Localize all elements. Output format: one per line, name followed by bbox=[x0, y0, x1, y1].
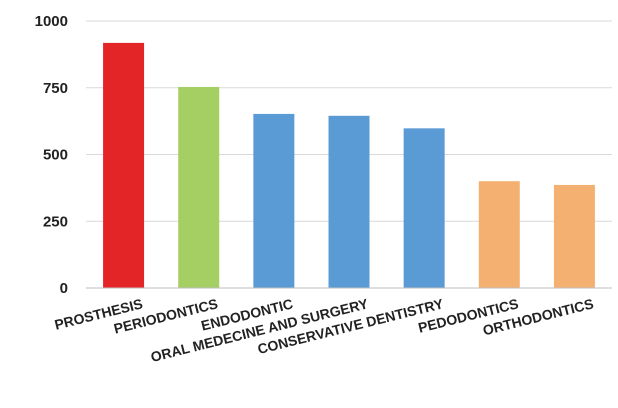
bar bbox=[328, 115, 370, 288]
y-tick-label: 1000 bbox=[35, 13, 68, 30]
bar bbox=[553, 184, 595, 288]
bar bbox=[103, 42, 145, 289]
y-tick-label: 250 bbox=[43, 213, 68, 230]
bar bbox=[253, 113, 295, 288]
y-tick-label: 750 bbox=[43, 80, 68, 97]
bar bbox=[478, 181, 520, 288]
bar bbox=[178, 86, 220, 288]
y-axis-tick-labels: 0 250 500 750 1000 bbox=[35, 13, 68, 297]
y-tick-label: 0 bbox=[60, 280, 68, 297]
bars bbox=[103, 42, 595, 289]
y-tick-label: 500 bbox=[43, 147, 68, 164]
bar bbox=[403, 128, 445, 288]
